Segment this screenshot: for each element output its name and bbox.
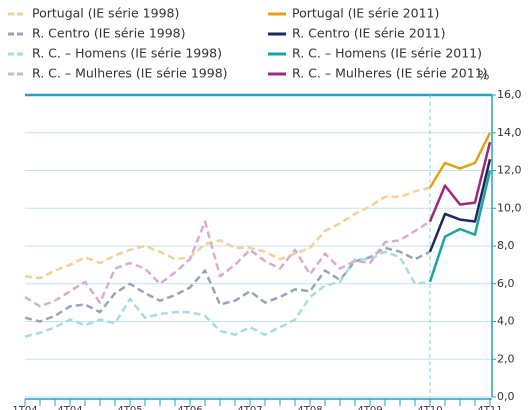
series-line: [24, 220, 431, 308]
legend-label: R. C. – Mulheres (IE série 1998): [32, 66, 228, 81]
x-tick-label: 4T09: [357, 405, 382, 410]
legend-label: R. C. – Homens (IE série 2011): [292, 46, 482, 61]
legend-label: Portugal (IE série 2011): [292, 6, 439, 21]
legend-label: Portugal (IE série 1998): [32, 6, 179, 21]
series-line: [428, 141, 492, 222]
legend-label: R. C. – Mulheres (IE série 2011): [292, 66, 488, 81]
series-line: [24, 186, 431, 280]
x-tick-label: 4T10: [417, 405, 442, 410]
legend-label: R. Centro (IE série 1998): [32, 26, 186, 41]
y-tick-label: 4,0: [497, 315, 515, 328]
y-tick-label: 0,0: [497, 390, 515, 403]
x-tick-label: 1T04: [12, 405, 37, 410]
y-tick-label: 16,0: [497, 88, 522, 101]
y-tick-label: 14,0: [497, 126, 522, 139]
y-tick-label: 2,0: [497, 352, 515, 365]
series-line: [428, 132, 492, 189]
x-tick-label: 4T04: [57, 405, 82, 410]
x-tick-label: 4T11: [477, 405, 502, 410]
x-tick-label: 4T06: [177, 405, 202, 410]
series-line: [428, 170, 492, 283]
y-axis-label: %: [478, 69, 489, 83]
x-tick-label: 4T05: [117, 405, 142, 410]
series-line: [24, 246, 431, 323]
y-tick-label: 6,0: [497, 277, 515, 290]
y-tick-label: 8,0: [497, 239, 515, 252]
legend-label: R. Centro (IE série 2011): [292, 26, 446, 41]
x-tick-label: 4T08: [297, 405, 322, 410]
legend-label: R. C. – Homens (IE série 1998): [32, 46, 222, 61]
series-line: [428, 158, 492, 253]
x-tick-label: 4T07: [237, 405, 262, 410]
series-line: [24, 250, 431, 338]
y-tick-label: 12,0: [497, 164, 522, 177]
y-tick-label: 10,0: [497, 201, 522, 214]
